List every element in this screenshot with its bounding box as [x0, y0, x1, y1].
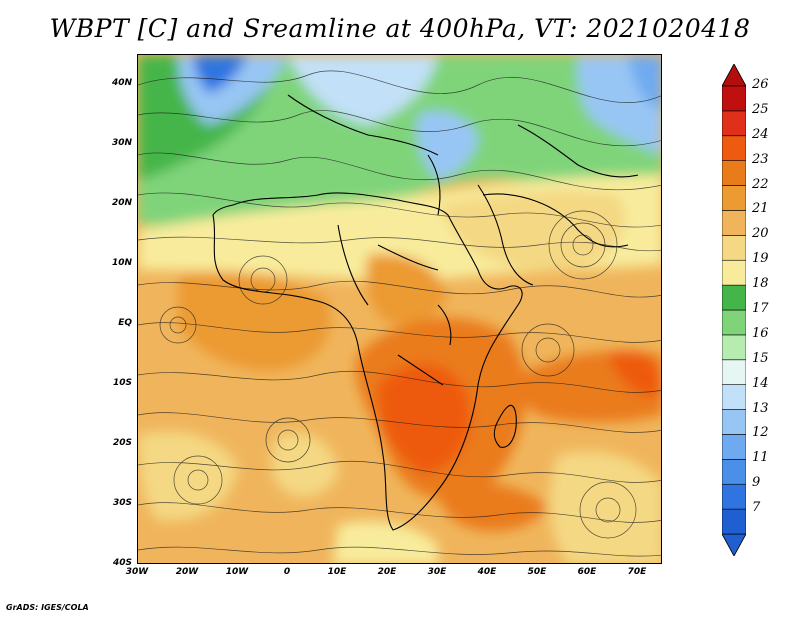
colorbar-label: 11 — [752, 450, 769, 466]
lon-label: 60E — [577, 567, 597, 577]
colorbar-label: 24 — [752, 126, 769, 142]
lat-label: 10S — [112, 378, 132, 388]
colorbar-segment — [722, 384, 746, 410]
map-panel — [137, 54, 662, 564]
colorbar-label: 22 — [752, 176, 769, 192]
colorbar-segment — [722, 284, 746, 311]
colorbar-segment — [722, 309, 746, 336]
lat-label: 30S — [112, 498, 132, 508]
lat-label: 20S — [112, 438, 132, 448]
lon-label: 30E — [427, 567, 447, 577]
lon-label: 0 — [283, 567, 291, 577]
colorbar-label: 15 — [752, 350, 769, 366]
colorbar-label: 19 — [752, 251, 769, 267]
colorbar-segment — [722, 235, 746, 261]
lat-label: 30N — [111, 138, 132, 148]
lon-label: 50E — [527, 567, 547, 577]
colorbar-segment — [722, 459, 746, 485]
colorbar-segment — [722, 110, 746, 137]
lon-label: 30W — [125, 567, 149, 577]
colorbar-label: 7 — [752, 500, 761, 516]
colorbar-label: 25 — [752, 101, 769, 117]
lon-label: 70E — [627, 567, 647, 577]
lat-label: 10N — [111, 258, 132, 268]
colorbar-segment — [722, 334, 746, 361]
lon-label: 10E — [327, 567, 347, 577]
grads-credit: GrADS: IGES/COLA — [6, 603, 89, 612]
lon-label: 20W — [175, 567, 199, 577]
colorbar-label: 20 — [752, 226, 769, 242]
colorbar-segment — [722, 409, 746, 435]
lat-label: 40N — [111, 78, 132, 88]
colorbar-segment — [722, 85, 746, 112]
lon-label: 20E — [377, 567, 397, 577]
lat-label: EQ — [118, 318, 132, 328]
colorbar-arrow-low — [722, 533, 746, 556]
colorbar-label: 18 — [752, 276, 769, 292]
colorbar-label: 13 — [752, 400, 769, 416]
wbpt-field — [138, 55, 661, 563]
colorbar-arrow-high — [722, 64, 746, 87]
colorbar-segment — [722, 210, 746, 236]
colorbar-segment — [722, 185, 746, 211]
lon-label: 40E — [477, 567, 497, 577]
colorbar-label: 26 — [752, 77, 769, 92]
colorbar-segment — [722, 359, 746, 385]
chart-title: WBPT [C] and Sreamline at 400hPa, VT: 20… — [49, 14, 751, 43]
colorbar-segment — [722, 483, 746, 510]
colorbar-segment — [722, 160, 746, 186]
colorbar — [722, 64, 746, 556]
colorbar-label: 12 — [752, 425, 769, 441]
colorbar-segment — [722, 434, 746, 460]
colorbar-label: 17 — [752, 301, 769, 316]
colorbar-label: 9 — [752, 475, 761, 491]
colorbar-label: 14 — [752, 375, 769, 391]
colorbar-label: 16 — [752, 325, 769, 341]
lat-label: 20N — [111, 198, 132, 208]
colorbar-segment — [722, 508, 746, 535]
colorbar-label: 21 — [752, 201, 769, 217]
colorbar-label: 23 — [752, 151, 769, 167]
lon-label: 10W — [225, 567, 249, 577]
colorbar-segment — [722, 135, 746, 161]
lat-label: 40S — [112, 558, 132, 568]
colorbar-segment — [722, 259, 746, 286]
